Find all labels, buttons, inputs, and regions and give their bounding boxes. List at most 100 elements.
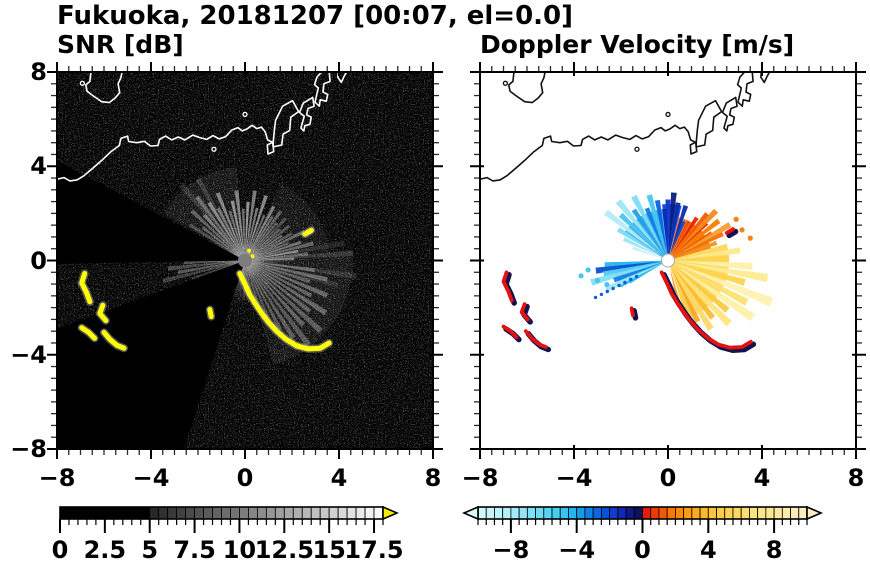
velocity-dot [629,277,633,282]
velocity-plot [470,62,866,459]
radar-ray [183,260,237,265]
colorbar-block [494,506,504,520]
colorbar-block [707,506,717,520]
snr-y-tick-label: 8 [30,58,47,86]
radar-ray [632,246,662,259]
hard-target-dot [250,254,255,259]
snr-x-tick-label: 4 [330,464,348,492]
colorbar-block [364,506,375,520]
radar-ray [179,183,240,255]
radar-ray [252,264,313,298]
hard-target-red [501,270,514,303]
radar-ray [249,210,283,254]
colorbar-block [625,506,635,520]
island-outline [507,72,546,104]
radar-ray [234,190,244,253]
hard-target-navy [726,228,739,239]
colorbar-block [510,506,520,520]
colorbar-block [757,506,767,520]
pier-outline [298,96,315,132]
snr-colorbar-label: 10 [222,536,257,564]
radar-ray [674,263,749,306]
radar-ray [670,205,689,254]
colorbar-block [256,506,267,520]
colorbar-block [131,506,142,520]
islet-dot [211,146,217,152]
colorbar-block [798,506,808,520]
radar-ray [250,221,278,255]
radar-ray [671,216,699,255]
velocity-x-tick-label: 0 [659,464,677,492]
colorbar-block [337,506,348,520]
velocity-dot [599,292,604,297]
colorbar-block [221,506,231,520]
velocity-dot [605,289,609,294]
radar-ray [615,199,664,256]
radar-ray [195,195,241,255]
snr-y-tick-label: 4 [30,152,47,181]
radar-ray [167,261,237,271]
radar-sector [245,251,354,365]
velocity-x-tick-label: 4 [753,464,771,492]
colorbar-block [239,506,249,520]
radar-ray [250,228,281,256]
islet-dot [665,111,671,118]
radar-ray [228,210,243,253]
colorbar-block [265,506,276,520]
colorbar-block [749,506,759,520]
radar-ray [252,241,290,258]
radar-ray [248,205,276,254]
colorbar-block [716,506,726,520]
snr-plot [47,62,443,459]
snr-colorbar-label: 15 [312,536,346,564]
colorbar-block [502,506,512,520]
colorbar-block [773,506,783,520]
coastline-path [57,124,274,182]
radar-ray [250,266,323,334]
velocity-spot [594,277,601,284]
velocity-colorbar-label: 0 [634,536,651,564]
radar-ray [674,222,732,257]
pier-outline [313,72,331,108]
colorbar-underflow-arrow [461,505,479,521]
radar-sector [163,166,245,261]
radar-ray [253,250,353,260]
colorbar-block [584,506,594,520]
snr-colorbar-label: 7.5 [173,536,216,564]
colorbar-block [617,506,627,520]
radar-ray [247,195,268,253]
velocity-dot [617,283,621,288]
velocity-dot [593,295,598,300]
colorbar-overflow-arrow [806,505,824,521]
hard-target-echo [302,227,314,237]
velocity-colorbar-label: 8 [765,536,783,564]
radar-ray [250,217,287,255]
radar-ray [673,231,713,257]
radar-ray [670,267,691,317]
pier-outline [336,72,348,84]
radar-ray [241,208,245,253]
radar-ray [671,220,691,255]
islet-dot [242,111,248,118]
colorbar-block [576,506,586,520]
hard-target-red [629,306,635,318]
radar-ray [669,202,681,254]
velocity-dot [623,280,627,285]
radar-ray [672,266,716,320]
radar-ray [628,263,662,284]
figure-title: Fukuoka, 20181207 [00:07, el=0.0] [57,1,574,31]
radar-ray [616,227,663,257]
colorbar-block [642,506,652,520]
snr-panel-title: SNR [dB] [57,30,184,59]
radar-ray [252,263,329,298]
velocity-colorbar-label: −4 [558,536,596,564]
colorbar-overflow-arrow [382,505,400,521]
snr-x-tick-label: −8 [38,464,76,492]
velocity-spot [604,281,610,288]
radar-ray [670,220,686,254]
colorbar-block [113,506,124,520]
radar-center-hole [661,253,675,268]
radar-ray [672,208,719,256]
colorbar-block [319,506,330,520]
radar-ray [252,249,299,260]
